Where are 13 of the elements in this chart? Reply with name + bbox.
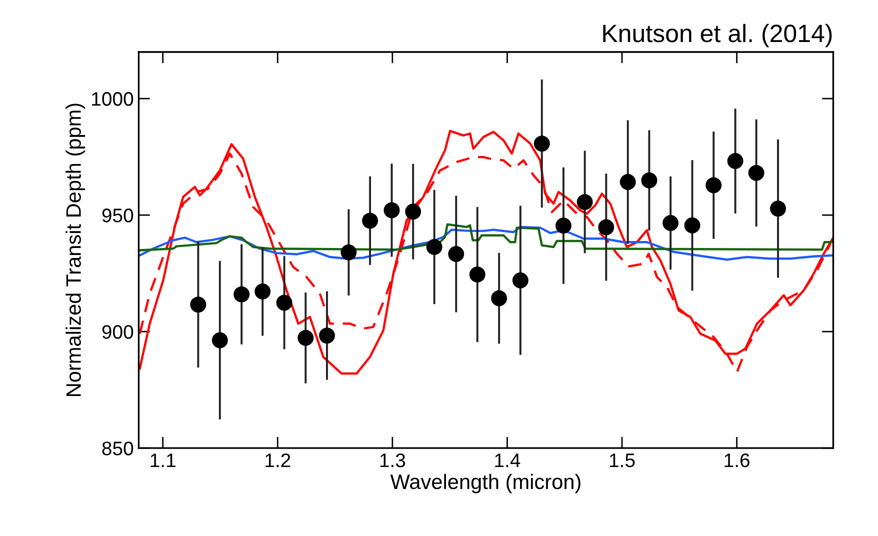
x-tick-label: 1.5 xyxy=(610,454,635,468)
x-tick-label: 1.1 xyxy=(150,454,176,468)
x-tick-label: 1.2 xyxy=(266,453,290,468)
y-tick-label: 900 xyxy=(102,325,134,339)
y-axis-title: Normalized Transit Depth (ppm) xyxy=(66,104,86,396)
text: Knutson et al. (2014) xyxy=(603,24,832,48)
x-tick-label: 1.3 xyxy=(380,453,406,468)
y-tick-label: 850 xyxy=(102,442,134,456)
x-axis-title: Wavelength (micron) xyxy=(390,474,580,494)
y-tick-label: 950 xyxy=(102,208,134,222)
x-tick-label: 1.4 xyxy=(495,454,520,468)
x-tick-label: 1.6 xyxy=(724,453,750,468)
y-tick-label: 1000 xyxy=(92,92,134,106)
